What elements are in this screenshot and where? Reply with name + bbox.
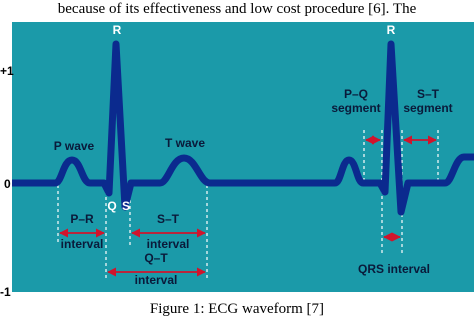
label: R <box>113 23 122 37</box>
label: S <box>122 199 130 213</box>
axis-label: -1 <box>0 285 11 299</box>
label: P wave <box>54 139 95 153</box>
label: T wave <box>165 136 205 150</box>
axis-label: +1 <box>0 64 14 78</box>
figure-caption: Figure 1: ECG waveform [7] <box>150 301 324 317</box>
figure-background <box>12 22 474 292</box>
label: segment <box>403 101 452 115</box>
label: interval <box>61 237 104 251</box>
label: Q <box>107 199 116 213</box>
label: P–Q <box>344 87 368 101</box>
ecg-waveform <box>12 40 474 216</box>
label: segment <box>331 101 380 115</box>
label: S–T <box>417 87 440 101</box>
label: Q–T <box>144 251 168 265</box>
body-text: because of its effectiveness and low cos… <box>58 1 417 17</box>
label: P–R <box>70 212 94 226</box>
label: interval <box>135 273 178 287</box>
label: interval <box>147 237 190 251</box>
axis-label: 0 <box>4 177 11 191</box>
label: QRS interval <box>358 262 430 276</box>
y-axis-labels: +1 0 -1 <box>0 64 14 299</box>
label: R <box>387 23 396 37</box>
label: S–T <box>157 212 180 226</box>
